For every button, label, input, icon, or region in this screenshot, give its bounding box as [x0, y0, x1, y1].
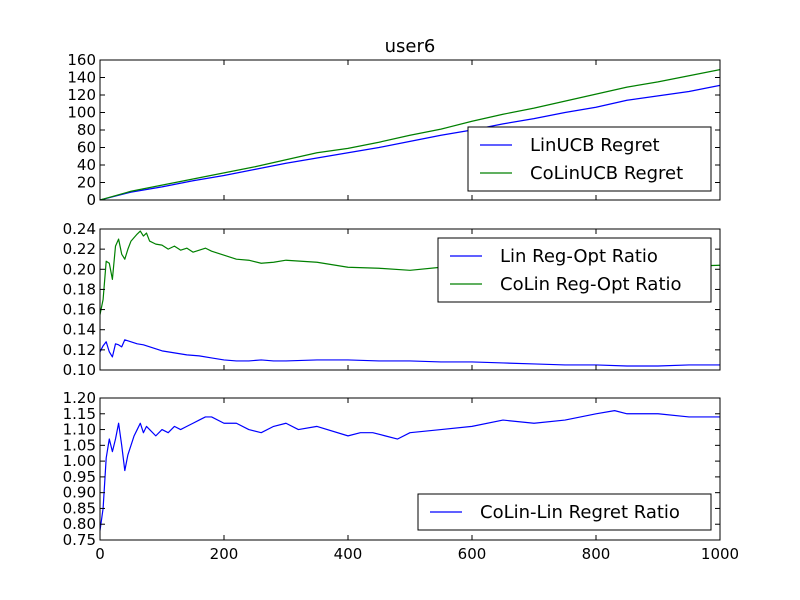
y-tick-label: 160: [67, 51, 96, 69]
axes-frame: [99, 228, 721, 371]
legend-label: CoLin-Lin Regret Ratio: [480, 502, 680, 523]
y-tick-label: 60: [77, 139, 96, 157]
x-tick-label: 1000: [701, 545, 739, 563]
y-tick-label: 0.85: [63, 499, 96, 517]
x-tick-label: 600: [458, 545, 487, 563]
legend-label: CoLinUCB Regret: [530, 163, 683, 184]
y-tick-label: 0.16: [63, 301, 96, 319]
legend-box: [437, 237, 712, 303]
y-tick-label: 1.00: [63, 452, 96, 470]
legend-box: [417, 493, 712, 531]
legend: LinUCB Regret CoLinUCB Regret: [467, 126, 712, 192]
y-tick-label: 0.75: [63, 531, 96, 549]
y-tick-label: 0: [86, 191, 96, 209]
x-tick-label: 400: [334, 545, 363, 563]
subplot-2: 0.10 0.12 0.14 0.16 0.18 0.20 0.22 0.24 Lin Reg-…: [63, 220, 721, 379]
y-tick-label: 1.05: [63, 436, 96, 454]
y-tick-label: 1.20: [63, 389, 96, 407]
y-tick-label: 140: [67, 69, 96, 87]
series-line-lin-reg-opt-ratio: [100, 339, 720, 367]
y-tick-label: 1.15: [63, 405, 96, 423]
subplot-3: 0.750.800.850.900.951.001.051.101.151.20…: [63, 389, 740, 563]
y-tick-label: 120: [67, 86, 96, 104]
y-tick-label: 40: [77, 156, 96, 174]
y-tick-label: 0.24: [63, 220, 96, 238]
y-tick-label: 0.12: [63, 341, 96, 359]
legend-label: Lin Reg-Opt Ratio: [500, 246, 658, 267]
y-tick-label: 0.14: [63, 321, 96, 339]
y-tick-label: 80: [77, 121, 96, 139]
y-tick-label: 0.80: [63, 515, 96, 533]
x-tick-label: 800: [582, 545, 611, 563]
axes-frame: [99, 397, 721, 541]
series-line-linucb-regret: [100, 84, 720, 200]
series-line-colin-lin-regret-ratio: [100, 410, 720, 531]
y-tick-label: 0.18: [63, 280, 96, 298]
figure-title: user6: [385, 36, 436, 57]
y-tick-label: 0.22: [63, 240, 96, 258]
legend-label: CoLin Reg-Opt Ratio: [500, 274, 682, 295]
y-tick-label: 20: [77, 174, 96, 192]
legend-box: [467, 126, 712, 192]
x-tick-label: 200: [210, 545, 239, 563]
legend-label: LinUCB Regret: [530, 135, 660, 156]
series-line-colinucb-regret: [100, 69, 720, 200]
y-tick-label: 1.10: [63, 421, 96, 439]
y-tick-label: 0.10: [63, 361, 96, 379]
y-tick-label: 100: [67, 104, 96, 122]
y-tick-label: 0.90: [63, 484, 96, 502]
y-tick-label: 0.20: [63, 260, 96, 278]
legend: CoLin-Lin Regret Ratio: [417, 493, 712, 531]
legend: Lin Reg-Opt Ratio CoLin Reg-Opt Ratio: [437, 237, 712, 303]
x-tick-label: 0: [95, 545, 105, 563]
y-tick-label: 0.95: [63, 468, 96, 486]
